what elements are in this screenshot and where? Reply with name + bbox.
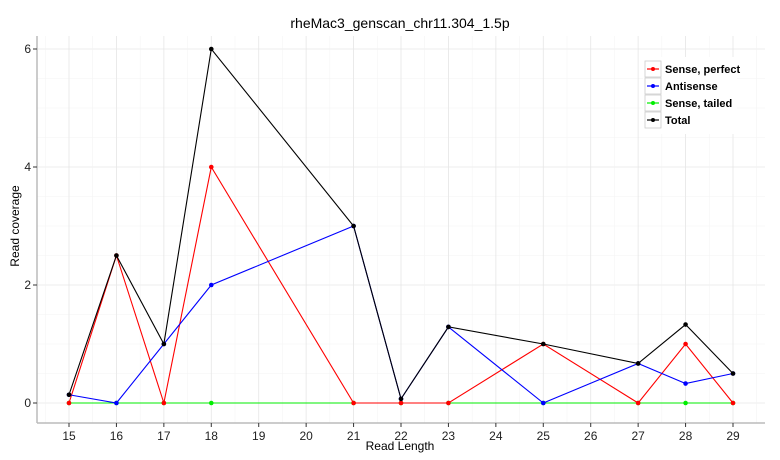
data-point-total [683, 322, 688, 327]
data-point-sense-perfect [208, 164, 214, 170]
data-point-sense-tailed [208, 400, 214, 406]
data-point-sense-perfect [398, 400, 404, 406]
data-point-total [161, 341, 167, 347]
x-tick-label: 17 [157, 429, 171, 443]
data-point-total [540, 341, 546, 347]
legend-label: Total [665, 115, 690, 127]
x-tick-label: 24 [489, 429, 503, 443]
data-point-total [208, 46, 214, 52]
data-point-total [114, 253, 119, 258]
data-point-antisense [540, 400, 546, 406]
x-tick-label: 18 [205, 429, 219, 443]
y-tick-label: 4 [24, 160, 31, 174]
legend-dot-icon [651, 84, 655, 88]
x-axis-label: Read Length [366, 439, 435, 453]
data-point-sense-perfect [635, 400, 641, 406]
x-tick-label: 27 [631, 429, 645, 443]
x-tick-label: 25 [537, 429, 551, 443]
legend-label: Antisense [665, 81, 718, 93]
data-point-total [446, 324, 451, 330]
chart-title: rheMac3_genscan_chr11.304_1.5p [290, 15, 509, 31]
data-point-antisense [114, 400, 119, 406]
x-tick-label: 16 [110, 429, 124, 443]
data-point-sense-perfect [66, 400, 72, 406]
legend-label: Sense, tailed [665, 98, 732, 110]
data-point-total [351, 223, 356, 229]
y-tick-label: 0 [24, 396, 31, 410]
y-axis-label: Read coverage [8, 185, 22, 267]
x-tick-label: 23 [442, 429, 456, 443]
x-tick-label: 21 [347, 429, 361, 443]
legend-dot-icon [651, 101, 655, 105]
legend: Sense, perfect Antisense Sense, tailed Tota… [643, 57, 741, 134]
x-tick-label: 20 [299, 429, 313, 443]
data-point-sense-perfect [161, 400, 167, 406]
data-point-total [398, 396, 404, 402]
data-point-sense-perfect [446, 400, 451, 406]
x-tick-label: 26 [584, 429, 598, 443]
data-point-sense-perfect [683, 341, 688, 347]
data-point-sense-perfect [730, 400, 736, 406]
data-point-antisense [208, 282, 214, 288]
data-point-total [635, 361, 641, 366]
data-point-total [730, 371, 736, 376]
y-tick-label: 6 [24, 42, 31, 56]
x-tick-label: 29 [726, 429, 740, 443]
data-point-antisense [683, 381, 688, 386]
legend-dot-icon [651, 118, 655, 122]
legend-label: Sense, perfect [665, 64, 741, 76]
data-point-total [66, 392, 72, 398]
x-tick-label: 22 [394, 429, 408, 443]
data-point-sense-perfect [351, 400, 356, 406]
x-tick-label: 19 [252, 429, 266, 443]
data-point-sense-tailed [683, 400, 688, 406]
y-tick-label: 2 [24, 278, 31, 292]
x-tick-label: 28 [679, 429, 693, 443]
legend-dot-icon [651, 67, 655, 71]
x-tick-label: 15 [62, 429, 76, 443]
